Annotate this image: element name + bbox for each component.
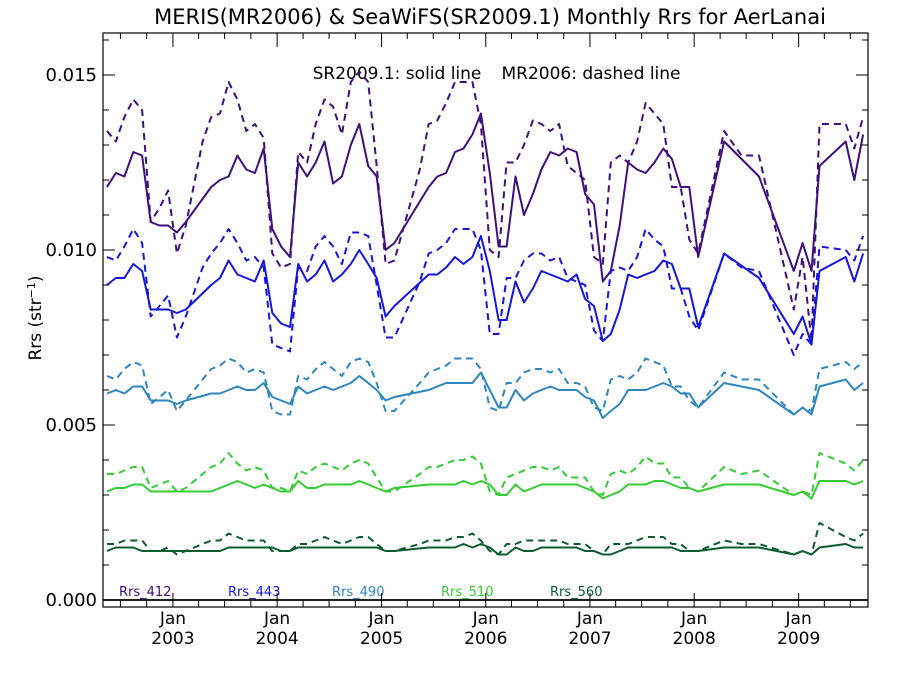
rrs-560-series [106, 522, 864, 556]
chart-title: MERIS(MR2006) & SeaWiFS(SR2009.1) Monthl… [154, 5, 826, 29]
dashed-line-annotation: MR2006: dashed line [501, 64, 680, 84]
rrs-443-mr2006-dashed-line [106, 228, 865, 356]
rrs-490-sr2009-solid-line [106, 371, 864, 419]
y-tick-label: 0.000 [45, 590, 97, 611]
rrs-490-series [106, 357, 864, 419]
solid-line-annotation: SR2009.1: solid line [313, 64, 482, 84]
x-tick-year-label: 2003 [151, 629, 194, 649]
x-tick-month-label: Jan [576, 609, 603, 629]
rrs-412-series [106, 70, 865, 342]
rrs-510-series [106, 452, 864, 500]
y-axis-label: Rrs (str−1) [25, 275, 47, 360]
x-tick-month-label: Jan [159, 609, 186, 629]
x-tick-month-label: Jan [785, 609, 812, 629]
rrs-490-mr2006-dashed-line [106, 357, 864, 416]
x-tick-month-label: Jan [367, 609, 394, 629]
x-tick-month-label: Jan [472, 609, 499, 629]
legend-rrs-412: Rrs_412 [119, 585, 171, 600]
x-tick-month-label: Jan [263, 609, 290, 629]
axes: 0.0000.0050.0100.015Jan2003Jan2004Jan200… [45, 32, 869, 649]
rrs-412-sr2009-solid-line [106, 112, 865, 283]
rrs-443-sr2009-solid-line [106, 235, 865, 346]
rrs-560-mr2006-dashed-line [107, 522, 864, 556]
rrs-560-sr2009-solid-line [106, 543, 864, 556]
legend-rrs-560: Rrs_560 [550, 585, 602, 600]
x-tick-year-label: 2009 [777, 629, 820, 649]
legend: Rrs_412 Rrs_443 Rrs_490 Rrs_510 Rrs_560 [119, 585, 602, 600]
plot-frame [102, 32, 869, 608]
rrs-510-sr2009-solid-line [106, 480, 864, 500]
rrs-443-series [106, 228, 865, 356]
x-tick-year-label: 2004 [255, 629, 298, 649]
legend-rrs-490: Rrs_490 [332, 585, 384, 600]
y-axis-label-superscript: −1 [25, 282, 38, 298]
y-axis-label-text: Rrs (str [26, 298, 46, 360]
legend-rrs-443: Rrs_443 [228, 585, 280, 600]
rrs-510-mr2006-dashed-line [107, 452, 864, 496]
y-axis-label-close: ) [26, 275, 46, 282]
x-tick-year-label: 2005 [360, 629, 403, 649]
legend-rrs-510: Rrs_510 [441, 585, 493, 600]
x-tick-month-label: Jan [680, 609, 707, 629]
y-tick-label: 0.015 [45, 65, 97, 86]
x-tick-year-label: 2007 [568, 629, 611, 649]
y-tick-label: 0.005 [45, 415, 97, 436]
x-tick-year-label: 2006 [464, 629, 507, 649]
y-tick-label: 0.010 [45, 240, 97, 261]
series-layer [106, 70, 865, 556]
rrs-412-mr2006-dashed-line [106, 70, 865, 342]
x-tick-year-label: 2008 [673, 629, 716, 649]
